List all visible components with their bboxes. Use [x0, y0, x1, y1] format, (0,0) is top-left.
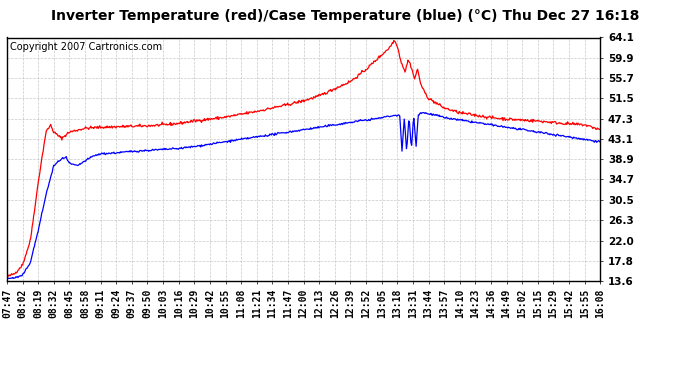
Text: Inverter Temperature (red)/Case Temperature (blue) (°C) Thu Dec 27 16:18: Inverter Temperature (red)/Case Temperat…: [51, 9, 639, 23]
Text: Copyright 2007 Cartronics.com: Copyright 2007 Cartronics.com: [10, 42, 162, 52]
